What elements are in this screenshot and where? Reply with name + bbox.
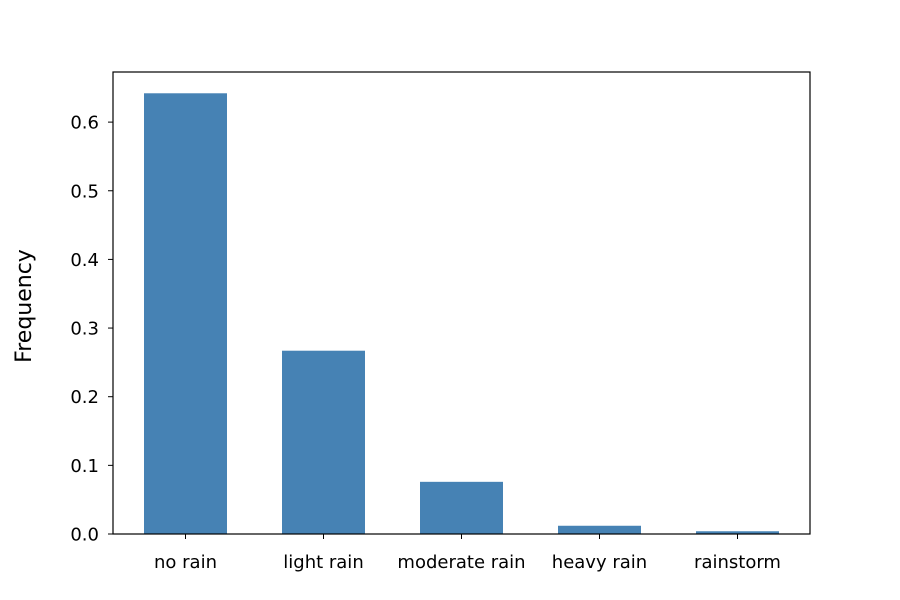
y-tick-label: 0.5 xyxy=(70,181,99,202)
y-tick-label: 0.2 xyxy=(70,387,99,408)
x-tick-label: no rain xyxy=(154,552,217,573)
bar-moderate-rain xyxy=(420,481,503,534)
y-tick-label: 0.4 xyxy=(70,250,99,271)
y-tick-label: 0.0 xyxy=(70,525,99,546)
x-tick-label: moderate rain xyxy=(397,552,525,573)
y-axis-title: Frequency xyxy=(12,249,37,363)
y-tick-label: 0.6 xyxy=(70,113,99,134)
y-tick-label: 0.1 xyxy=(70,456,99,477)
y-axis: 0.0 0.1 0.2 0.3 0.4 0.5 0.6 xyxy=(70,113,113,546)
x-tick-label: light rain xyxy=(283,552,363,573)
bar-light-rain xyxy=(282,350,365,534)
bar-no-rain xyxy=(144,93,227,535)
y-tick-label: 0.3 xyxy=(70,319,99,340)
bars-group xyxy=(144,93,779,535)
x-tick-label: rainstorm xyxy=(694,552,781,573)
bar-heavy-rain xyxy=(558,525,641,534)
bar-rainstorm xyxy=(696,531,779,534)
x-tick-label: heavy rain xyxy=(552,552,647,573)
x-axis: no rain light rain moderate rain heavy rain… xyxy=(154,534,781,573)
